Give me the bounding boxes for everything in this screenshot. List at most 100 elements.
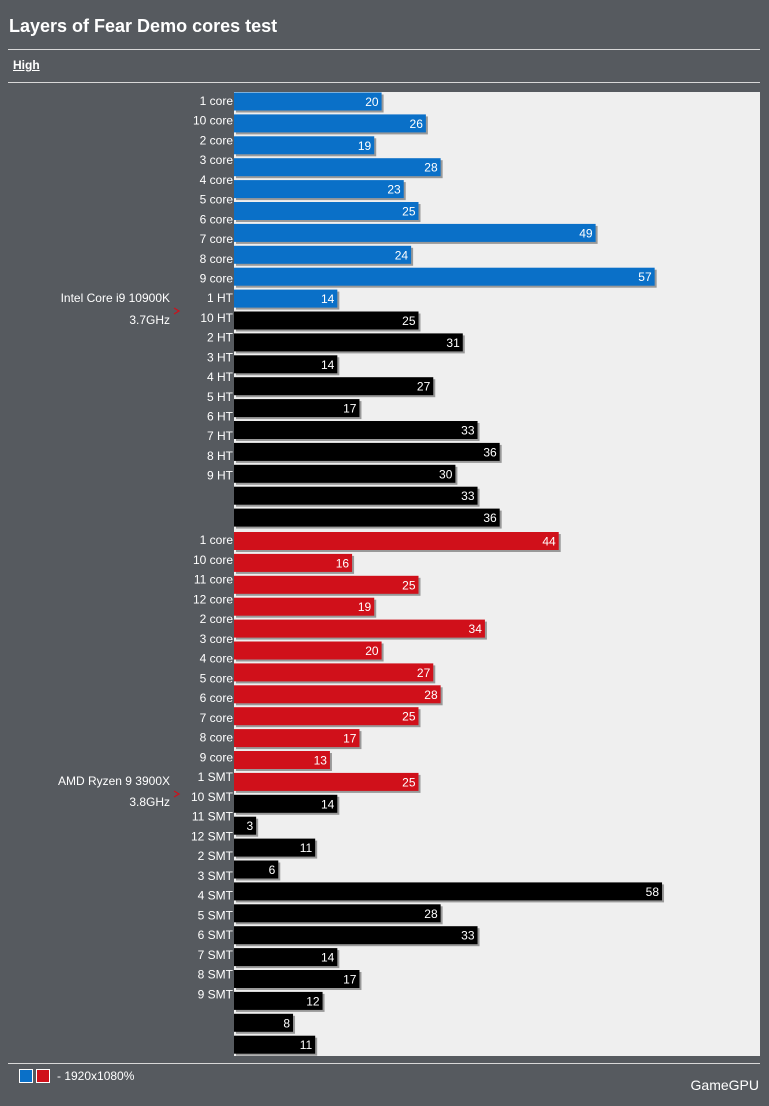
category-label: 10 core [193,553,233,567]
bar [234,1013,294,1032]
group-name-label: Intel Core i9 10900K [61,291,170,305]
category-label: 3 SMT [198,869,234,883]
category-label: 10 core [193,114,233,128]
category-label: 4 core [200,173,234,187]
category-label: 7 HT [207,429,234,443]
bar-value-label: 28 [424,907,438,921]
bar-value-label: 25 [402,205,416,219]
bar [234,245,412,264]
category-label: 9 core [200,271,234,285]
bar-value-label: 20 [365,95,379,109]
bar-value-label: 33 [461,929,475,943]
bar-value-label: 3 [246,819,253,833]
bar-value-label: 19 [358,139,372,153]
bar-value-label: 28 [424,161,438,175]
bar [234,158,441,177]
category-label: 6 core [200,691,234,705]
bar [234,377,434,396]
bar-value-label: 20 [365,644,379,658]
bar-value-label: 13 [314,754,328,768]
bar [234,508,500,527]
category-label: 3 core [200,153,234,167]
category-label: 1 SMT [198,770,234,784]
category-label: 10 HT [200,311,233,325]
bar [234,904,441,923]
bar [234,619,485,638]
bar [234,970,360,988]
bar [234,860,279,879]
category-label: 2 core [200,612,234,626]
bar-value-label: 27 [417,380,431,394]
category-label: 4 SMT [198,889,234,903]
bar-value-label: 24 [395,248,409,262]
bar-value-label: 19 [358,600,372,614]
bar [234,421,478,439]
bar [234,794,338,813]
bar-value-label: 34 [469,622,483,636]
bar-value-label: 36 [483,511,497,525]
bar-value-label: 25 [402,710,416,724]
category-label: 4 HT [207,370,234,384]
bar-value-label: 44 [542,535,556,549]
category-label: 7 SMT [198,948,234,962]
category-label: 9 core [200,750,234,764]
bar-value-label: 14 [321,951,335,965]
bar [234,772,419,791]
bar [234,136,375,155]
bar [234,641,382,660]
category-label: 9 SMT [198,987,234,1001]
preset-link[interactable]: High [13,58,40,72]
category-label: 8 core [200,252,234,266]
bar [234,751,330,769]
category-label: 8 SMT [198,968,234,982]
bar [234,882,663,901]
bar-value-label: 33 [461,489,475,503]
bar [234,333,463,352]
bar-value-label: 33 [461,424,475,438]
category-label: 5 SMT [198,908,234,922]
legend-swatch-red [36,1069,50,1083]
bar [234,816,257,835]
category-label: 8 core [200,731,234,745]
bar-value-label: 11 [300,1038,313,1052]
category-label: 3 core [200,632,234,646]
category-label: 10 SMT [191,790,234,804]
bar [234,948,338,967]
category-label: 4 core [200,652,234,666]
category-label: 5 core [200,193,234,207]
category-label: 2 core [200,133,234,147]
bar [234,926,478,945]
bar-value-label: 26 [410,117,424,131]
category-label: 6 SMT [198,928,234,942]
brand-logo-text: GameGPU [690,1077,759,1093]
group-arrow-icon [173,790,181,798]
category-label: 5 HT [207,390,234,404]
category-label: 2 SMT [198,849,234,863]
bar-value-label: 30 [439,467,453,481]
bar-value-label: 31 [446,336,460,350]
bar [234,267,655,286]
bar-value-label: 8 [283,1016,290,1030]
bar-value-label: 17 [343,973,357,987]
bar-value-label: 57 [638,270,652,284]
preset-divider [8,82,760,83]
category-label: 6 core [200,212,234,226]
category-label: 1 core [200,94,234,108]
bar-value-label: 25 [402,775,416,789]
bar-value-label: 25 [402,578,416,592]
bar-value-label: 27 [417,666,431,680]
footer-divider [8,1063,760,1064]
bar [234,223,596,242]
bar [234,180,404,199]
group-name-label: 3.7GHz [129,313,170,327]
bar [234,1035,316,1054]
bar [234,202,419,220]
bar-value-label: 28 [424,688,438,702]
bar-value-label: 17 [343,402,357,416]
bar [234,729,360,748]
category-label: 12 core [193,592,233,606]
bar-value-label: 12 [306,994,320,1008]
bar [234,991,323,1010]
bar [234,486,478,505]
